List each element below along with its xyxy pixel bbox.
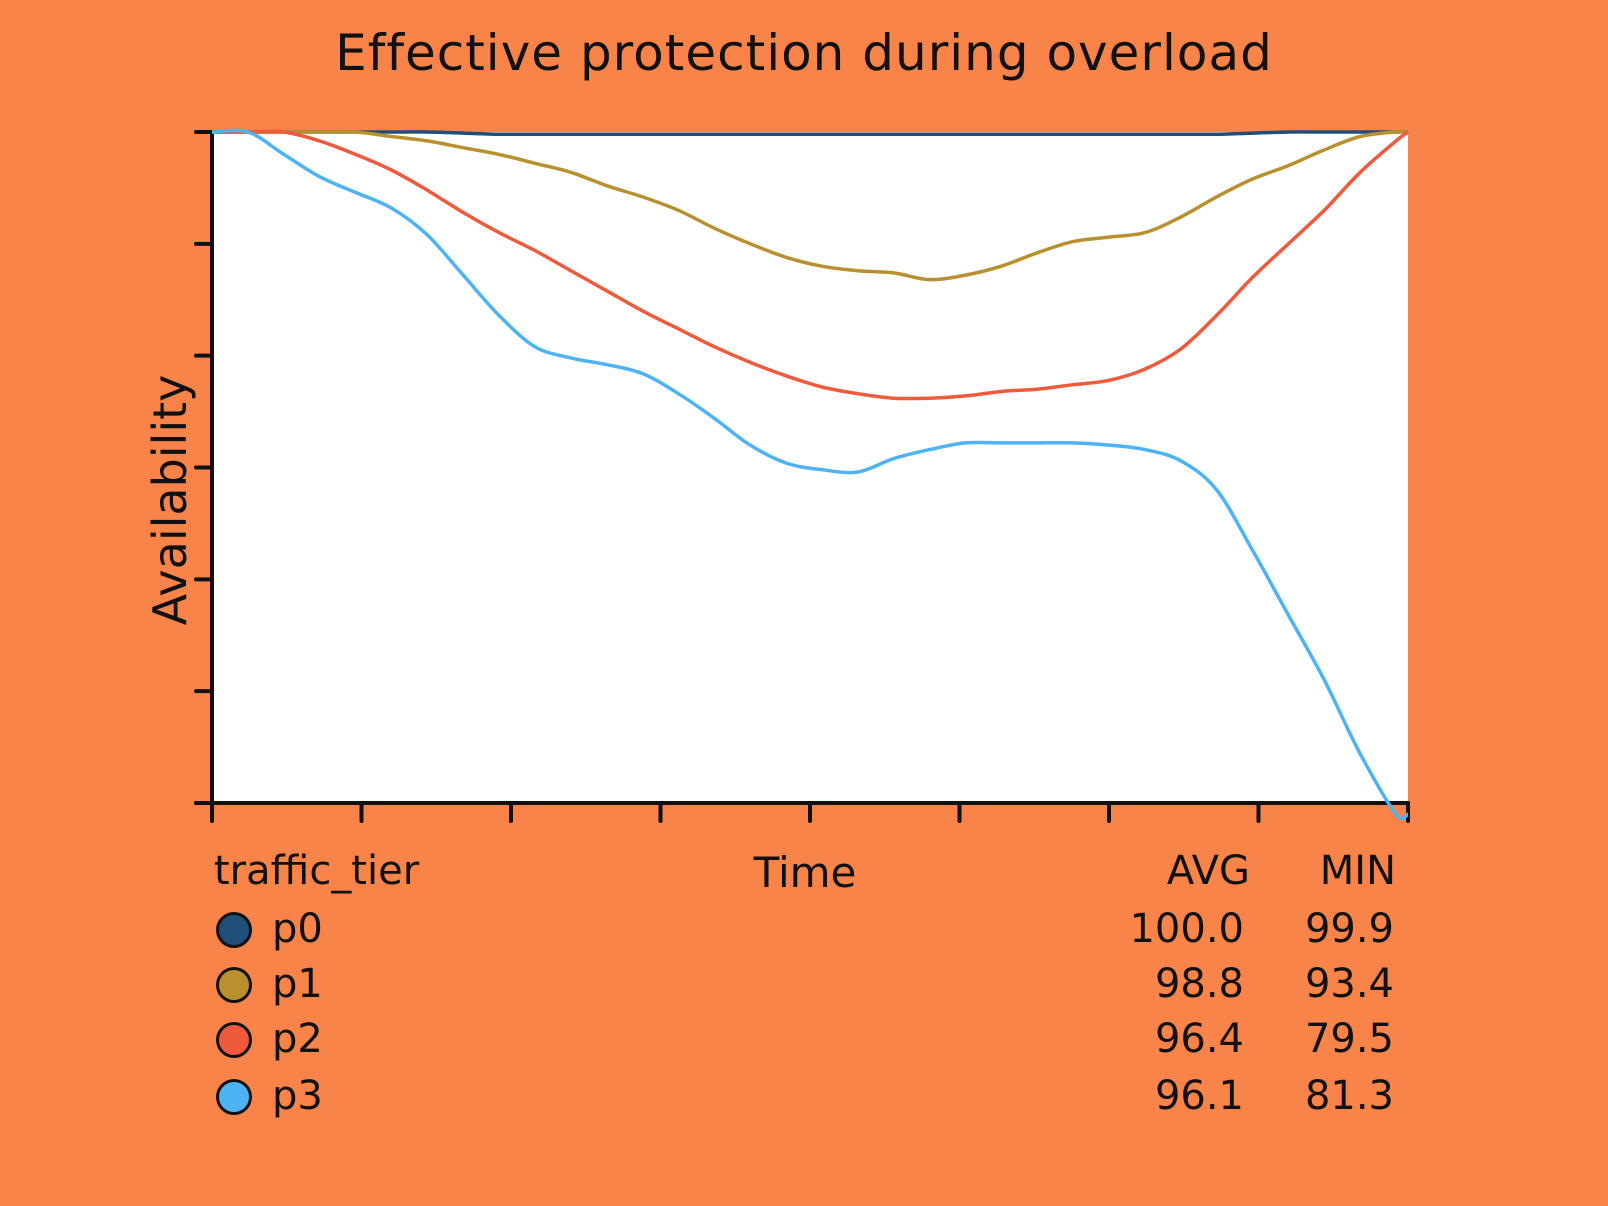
series-line-p0 <box>212 130 1408 137</box>
legend-swatch-p3 <box>216 1079 252 1115</box>
legend-row-p3[interactable]: p3 96.1 81.3 <box>214 1073 1394 1125</box>
legend-swatch-p0 <box>216 912 252 948</box>
legend-swatch-p2 <box>216 1022 252 1058</box>
legend-row-p2[interactable]: p2 96.4 79.5 <box>214 1016 1394 1068</box>
legend-min-value: 81.3 <box>1304 1073 1394 1119</box>
avg-column-header: AVG <box>1166 848 1250 894</box>
legend-min-value: 93.4 <box>1304 961 1394 1007</box>
series-line-p1 <box>212 129 1409 282</box>
chart-title: Effective protection during overload <box>335 24 1273 82</box>
legend-swatch-p1 <box>216 967 252 1003</box>
axes <box>194 130 1410 823</box>
legend-avg-value: 100.0 <box>1129 906 1244 952</box>
legend-row-p0[interactable]: p0 100.0 99.9 <box>214 906 1394 958</box>
legend-row-p1[interactable]: p1 98.8 93.4 <box>214 961 1394 1013</box>
legend-series-name: p1 <box>272 961 323 1007</box>
y-axis-label: Availability <box>143 374 197 626</box>
legend-min-value: 99.9 <box>1304 906 1394 952</box>
min-column-header: MIN <box>1319 848 1396 894</box>
legend-series-name: p0 <box>272 906 323 952</box>
x-axis-label: Time <box>753 848 857 897</box>
legend-series-name: p2 <box>272 1016 323 1062</box>
legend-avg-value: 96.4 <box>1154 1016 1244 1062</box>
legend-avg-value: 98.8 <box>1154 961 1244 1007</box>
series-line-p3 <box>211 128 1409 821</box>
legend-min-value: 79.5 <box>1304 1016 1394 1062</box>
legend-avg-value: 96.1 <box>1154 1073 1244 1119</box>
legend-series-name: p3 <box>272 1073 323 1119</box>
legend-title: traffic_tier <box>214 848 420 894</box>
series-lines <box>211 128 1410 821</box>
series-line-p2 <box>212 129 1410 401</box>
